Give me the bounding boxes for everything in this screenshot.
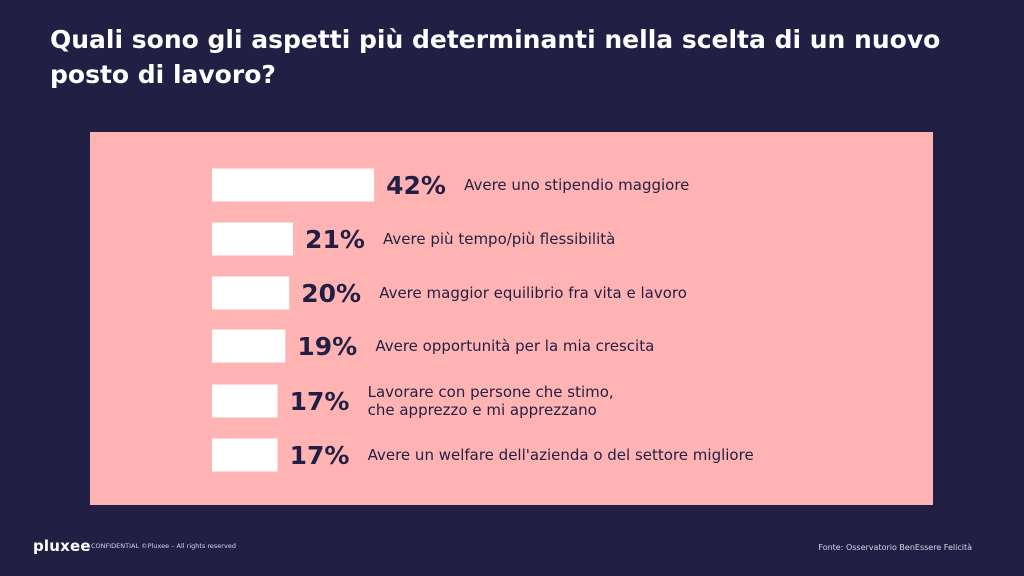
- bar: [212, 329, 286, 363]
- value-label: 17%: [290, 441, 350, 470]
- category-label: Avere più tempo/più flessibilità: [383, 230, 615, 248]
- bar: [212, 384, 278, 418]
- chart-panel: 42% Avere uno stipendio maggiore 21% Avere …: [90, 132, 933, 505]
- pluxee-logo: pluxee: [33, 537, 91, 555]
- value-label: 17%: [290, 387, 350, 416]
- confidential-notice: CONFIDENTIAL ©Pluxee – All rights reserv…: [91, 542, 236, 550]
- value-label: 19%: [297, 332, 357, 361]
- bar: [212, 168, 375, 202]
- category-label: Avere uno stipendio maggiore: [464, 176, 689, 194]
- source-note: Fonte: Osservatorio BenEssere Felicità: [818, 543, 972, 552]
- category-label: Avere maggior equilibrio fra vita e lavo…: [379, 284, 687, 302]
- category-label: Avere un welfare dell'azienda o del sett…: [368, 446, 754, 464]
- bar-chart: 42% Avere uno stipendio maggiore 21% Avere …: [212, 168, 754, 472]
- category-label: Lavorare con persone che stimo,: [368, 383, 614, 401]
- value-label: 42%: [386, 171, 446, 200]
- page-title: Quali sono gli aspetti più determinanti …: [50, 25, 941, 89]
- category-label: che apprezzo e mi apprezzano: [368, 401, 597, 419]
- bar: [212, 276, 290, 310]
- category-label: Avere opportunità per la mia crescita: [375, 337, 654, 355]
- bar: [212, 438, 278, 472]
- value-label: 21%: [305, 225, 365, 254]
- value-label: 20%: [301, 279, 361, 308]
- bar: [212, 222, 294, 256]
